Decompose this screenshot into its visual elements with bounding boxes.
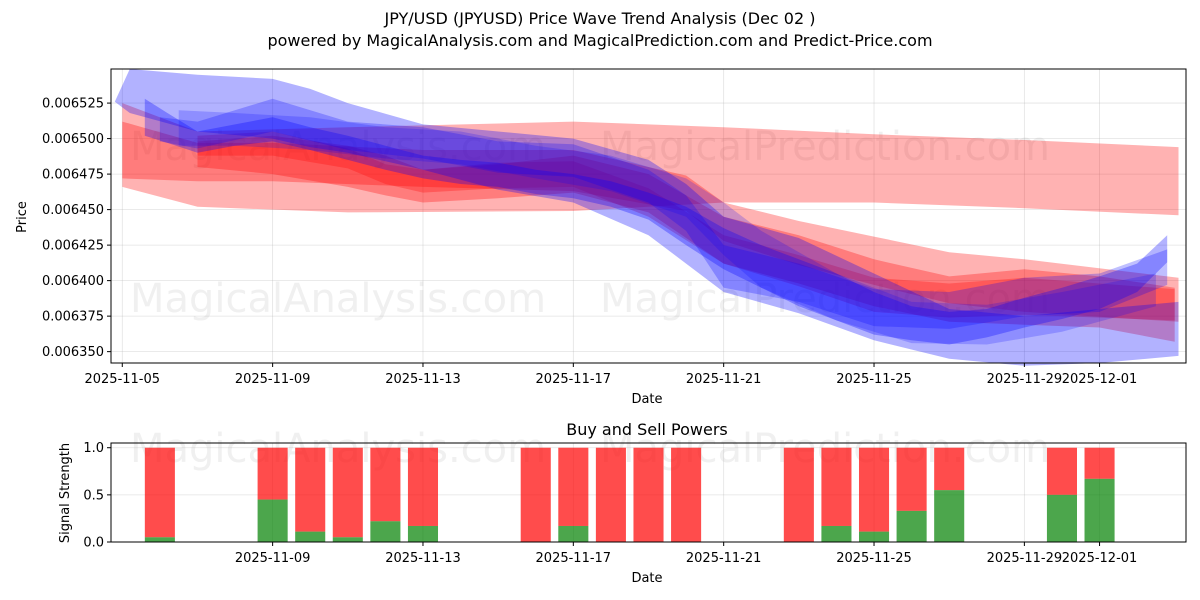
buy-bar xyxy=(858,531,890,542)
price-bands xyxy=(114,69,1179,366)
red-band-4 xyxy=(197,131,1175,321)
price-x-tick-label: 2025-11-13 xyxy=(385,372,461,387)
buy-bar xyxy=(1084,478,1115,542)
signal-y-axis-label: Signal Strength xyxy=(58,443,73,543)
signal-plot-frame xyxy=(110,442,1187,543)
chart-subtitle: powered by MagicalAnalysis.com and Magic… xyxy=(267,31,933,50)
signal-y-tick-label: 1.0 xyxy=(83,441,104,456)
price-y-tick-label: 0.006500 xyxy=(42,132,104,147)
buy-bar xyxy=(934,490,965,542)
sell-bar xyxy=(595,447,626,542)
buy-bar xyxy=(370,521,401,542)
price-y-axis-label: Price xyxy=(15,201,30,233)
buy-bar xyxy=(257,499,288,542)
sell-bar xyxy=(407,447,439,526)
signal-x-tick-label: 2025-12-01 xyxy=(1062,551,1138,566)
price-x-tick-label: 2025-12-01 xyxy=(1062,372,1138,387)
watermark-text: MagicalPrediction.com xyxy=(600,124,1050,170)
price-axes: 2025-11-05 2025-11-09 2025-11-13 2025-11-17… xyxy=(42,97,1137,387)
signal-bars xyxy=(144,447,1115,542)
signal-chart-title: Buy and Sell Powers xyxy=(566,420,728,439)
sell-bar xyxy=(332,447,363,538)
sell-bar xyxy=(858,447,890,532)
blue-band-1 xyxy=(114,69,1179,366)
chart-title: JPY/USD (JPYUSD) Price Wave Trend Analys… xyxy=(384,9,816,28)
buy-bar xyxy=(821,525,852,542)
price-y-tick-label: 0.006475 xyxy=(42,168,104,183)
signal-x-tick-label: 2025-11-09 xyxy=(235,551,311,566)
price-y-tick-label: 0.006450 xyxy=(42,203,104,218)
sell-bar xyxy=(633,447,664,542)
price-y-tick-label: 0.006400 xyxy=(42,274,104,289)
price-x-tick-label: 2025-11-29 xyxy=(987,372,1063,387)
signal-x-tick-label: 2025-11-13 xyxy=(385,551,461,566)
blue-band-4 xyxy=(178,110,1156,345)
signal-axes: 2025-11-09 2025-11-13 2025-11-17 2025-11-21… xyxy=(83,441,1137,566)
price-y-tick-label: 0.006525 xyxy=(42,97,104,112)
price-x-tick-label: 2025-11-21 xyxy=(686,372,762,387)
sell-bar xyxy=(558,447,589,526)
signal-x-tick-label: 2025-11-21 xyxy=(686,551,762,566)
sell-bar xyxy=(257,447,288,500)
sell-bar xyxy=(1084,447,1115,479)
sell-bar xyxy=(520,447,551,542)
price-y-tick-label: 0.006425 xyxy=(42,239,104,254)
red-band-3 xyxy=(197,135,1175,342)
signal-x-tick-label: 2025-11-29 xyxy=(987,551,1063,566)
watermark-text: MagicalAnalysis.com xyxy=(130,276,546,322)
buy-bar xyxy=(896,510,927,542)
price-plot-frame xyxy=(110,68,1187,364)
red-band-1 xyxy=(122,103,1179,216)
watermarks-price: MagicalAnalysis.com MagicalPrediction.com… xyxy=(130,124,1050,322)
signal-x-tick-label: 2025-11-17 xyxy=(536,551,612,566)
buy-bar xyxy=(558,525,589,542)
watermark-text: MagicalPrediction.com xyxy=(600,276,1050,322)
signal-x-tick-label: 2025-11-25 xyxy=(836,551,912,566)
buy-bar xyxy=(332,537,363,542)
price-grid xyxy=(111,69,1186,363)
sell-bar xyxy=(934,447,965,491)
signal-y-tick-label: 0.5 xyxy=(83,488,104,503)
red-band-2 xyxy=(122,121,1179,322)
blue-band-3 xyxy=(159,98,1168,329)
price-x-axis-label: Date xyxy=(631,392,662,407)
buy-bar xyxy=(1046,494,1077,542)
buy-bar xyxy=(407,525,439,542)
price-y-tick-label: 0.006375 xyxy=(42,310,104,325)
sell-bar xyxy=(144,447,175,538)
sell-bar xyxy=(1046,447,1077,495)
signal-x-axis-label: Date xyxy=(631,571,662,586)
price-x-tick-label: 2025-11-25 xyxy=(836,372,912,387)
signal-y-tick-label: 0.0 xyxy=(83,536,104,551)
sell-bar xyxy=(896,447,927,511)
sell-bar xyxy=(821,447,852,526)
sell-bar xyxy=(370,447,401,522)
watermark-text: MagicalAnalysis.com xyxy=(130,124,546,170)
buy-bar xyxy=(144,537,175,542)
buy-bar xyxy=(295,531,326,542)
blue-band-2 xyxy=(144,98,1168,345)
sell-bar xyxy=(671,447,702,542)
price-x-tick-label: 2025-11-05 xyxy=(84,372,160,387)
price-x-tick-label: 2025-11-09 xyxy=(235,372,311,387)
sell-bar xyxy=(783,447,814,542)
sell-bar xyxy=(295,447,326,532)
price-y-tick-label: 0.006350 xyxy=(42,345,104,360)
price-x-tick-label: 2025-11-17 xyxy=(536,372,612,387)
